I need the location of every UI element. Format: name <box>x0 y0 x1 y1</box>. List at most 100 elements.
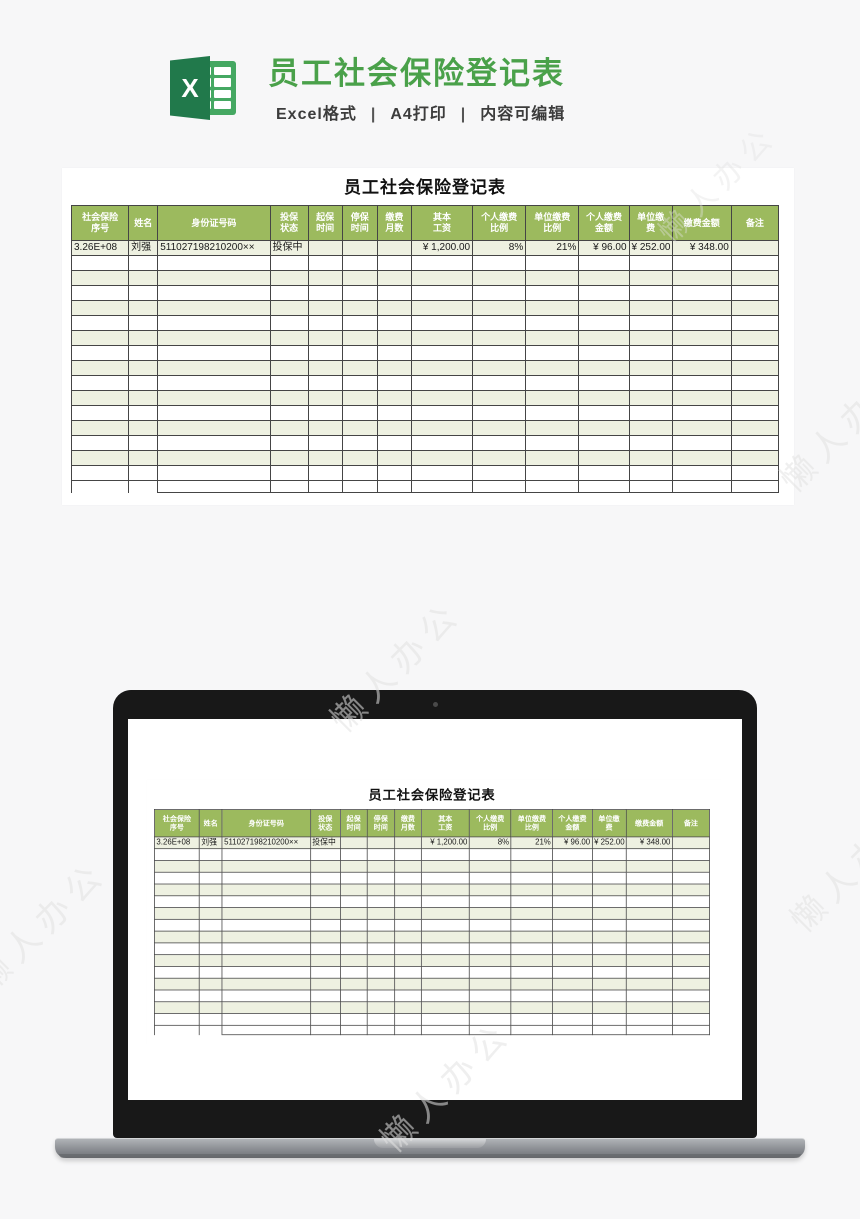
empty-cell <box>578 435 630 451</box>
empty-cell <box>410 435 474 451</box>
empty-cell <box>552 930 593 944</box>
empty-row <box>70 465 780 481</box>
empty-cell <box>376 405 412 421</box>
empty-cell <box>420 883 470 897</box>
empty-cell <box>591 989 627 1003</box>
empty-cell <box>394 1024 422 1036</box>
empty-row <box>70 330 780 346</box>
empty-row <box>70 450 780 466</box>
empty-cell <box>339 848 368 861</box>
empty-cell <box>70 465 130 481</box>
empty-cell <box>309 966 341 979</box>
empty-cell <box>628 435 673 451</box>
empty-cell <box>510 883 554 897</box>
empty-cell <box>198 883 223 897</box>
empty-cell <box>376 285 412 301</box>
empty-cell <box>730 405 780 421</box>
empty-cell <box>154 942 200 956</box>
empty-cell <box>339 860 368 873</box>
empty-cell <box>671 1013 710 1026</box>
empty-cell <box>730 420 780 436</box>
empty-cell <box>468 1013 512 1026</box>
empty-cell <box>468 977 512 991</box>
empty-cell <box>339 883 368 897</box>
empty-cell <box>591 871 627 885</box>
empty-cell <box>366 942 395 956</box>
empty-cell <box>366 907 395 920</box>
empty-cell <box>525 360 580 376</box>
empty-cell <box>269 375 309 391</box>
empty-cell <box>269 360 309 376</box>
empty-cell <box>70 360 130 376</box>
empty-row <box>154 977 710 991</box>
empty-cell <box>625 907 673 920</box>
empty-cell <box>366 1001 395 1014</box>
header-cell: 投保 状态 <box>269 205 309 241</box>
empty-cell <box>376 390 412 406</box>
empty-cell <box>341 300 378 316</box>
empty-cell <box>525 330 580 346</box>
hero-header: X 员工社会保险登记表 Excel格式 | A4打印 | 内容可编辑 <box>0 0 860 150</box>
empty-row <box>70 285 780 301</box>
empty-cell <box>625 954 673 967</box>
empty-cell <box>591 883 627 897</box>
laptop-mockup: 员工社会保险登记表 社会保险 序号 姓名 身份证号码 投保 状态 起保 时间 停保 时间 缴费 月数 其本… <box>55 690 805 1170</box>
empty-cell <box>128 390 159 406</box>
empty-cell <box>128 345 159 361</box>
empty-cell <box>309 954 341 967</box>
empty-cell <box>309 930 341 944</box>
empty-cell <box>510 942 554 956</box>
empty-cell <box>128 360 159 376</box>
empty-cell <box>552 871 593 885</box>
subtitle-editable: 内容可编辑 <box>480 106 566 123</box>
header-cell: 单位缴费 比例 <box>510 809 554 838</box>
empty-cell <box>221 907 311 920</box>
empty-cell <box>128 375 159 391</box>
empty-cell <box>394 907 422 920</box>
empty-cell <box>420 918 470 932</box>
empty-cell <box>154 1013 200 1026</box>
empty-cell <box>157 480 271 493</box>
empty-row <box>154 918 710 932</box>
empty-cell <box>394 966 422 979</box>
empty-cell <box>366 848 395 861</box>
empty-row <box>154 871 710 885</box>
empty-cell <box>157 345 271 361</box>
empty-cell <box>591 1024 627 1036</box>
empty-cell <box>70 420 130 436</box>
subtitle-separator: | <box>460 106 467 123</box>
empty-cell <box>625 930 673 944</box>
empty-cell <box>221 942 311 956</box>
empty-cell <box>341 405 378 421</box>
empty-cell <box>157 360 271 376</box>
empty-cell <box>730 375 780 391</box>
empty-cell <box>341 315 378 331</box>
empty-cell <box>376 330 412 346</box>
empty-cell <box>157 300 271 316</box>
header-cell: 社会保险 序号 <box>154 809 200 838</box>
empty-cell <box>625 942 673 956</box>
empty-row <box>70 315 780 331</box>
empty-row <box>154 907 710 920</box>
empty-cell <box>157 375 271 391</box>
empty-cell <box>671 907 710 920</box>
header-row: 社会保险 序号 姓名 身份证号码 投保 状态 起保 时间 停保 时间 缴费 月数 其本 工资 个人缴费 比例单… <box>154 809 710 838</box>
empty-row <box>154 954 710 967</box>
empty-cell <box>269 285 309 301</box>
empty-cell <box>154 848 200 861</box>
empty-cell <box>154 883 200 897</box>
empty-cell <box>730 480 780 493</box>
empty-cell <box>157 435 271 451</box>
empty-cell <box>730 270 780 286</box>
empty-cell <box>269 315 309 331</box>
empty-cell <box>552 1024 593 1036</box>
empty-cell <box>128 300 159 316</box>
empty-cell <box>510 871 554 885</box>
empty-cell <box>671 480 732 493</box>
empty-cell <box>552 860 593 873</box>
empty-cell <box>625 860 673 873</box>
empty-cell <box>468 860 512 873</box>
data-cell: ¥ 96.00 <box>552 836 593 850</box>
empty-cell <box>221 883 311 897</box>
empty-cell <box>468 966 512 979</box>
